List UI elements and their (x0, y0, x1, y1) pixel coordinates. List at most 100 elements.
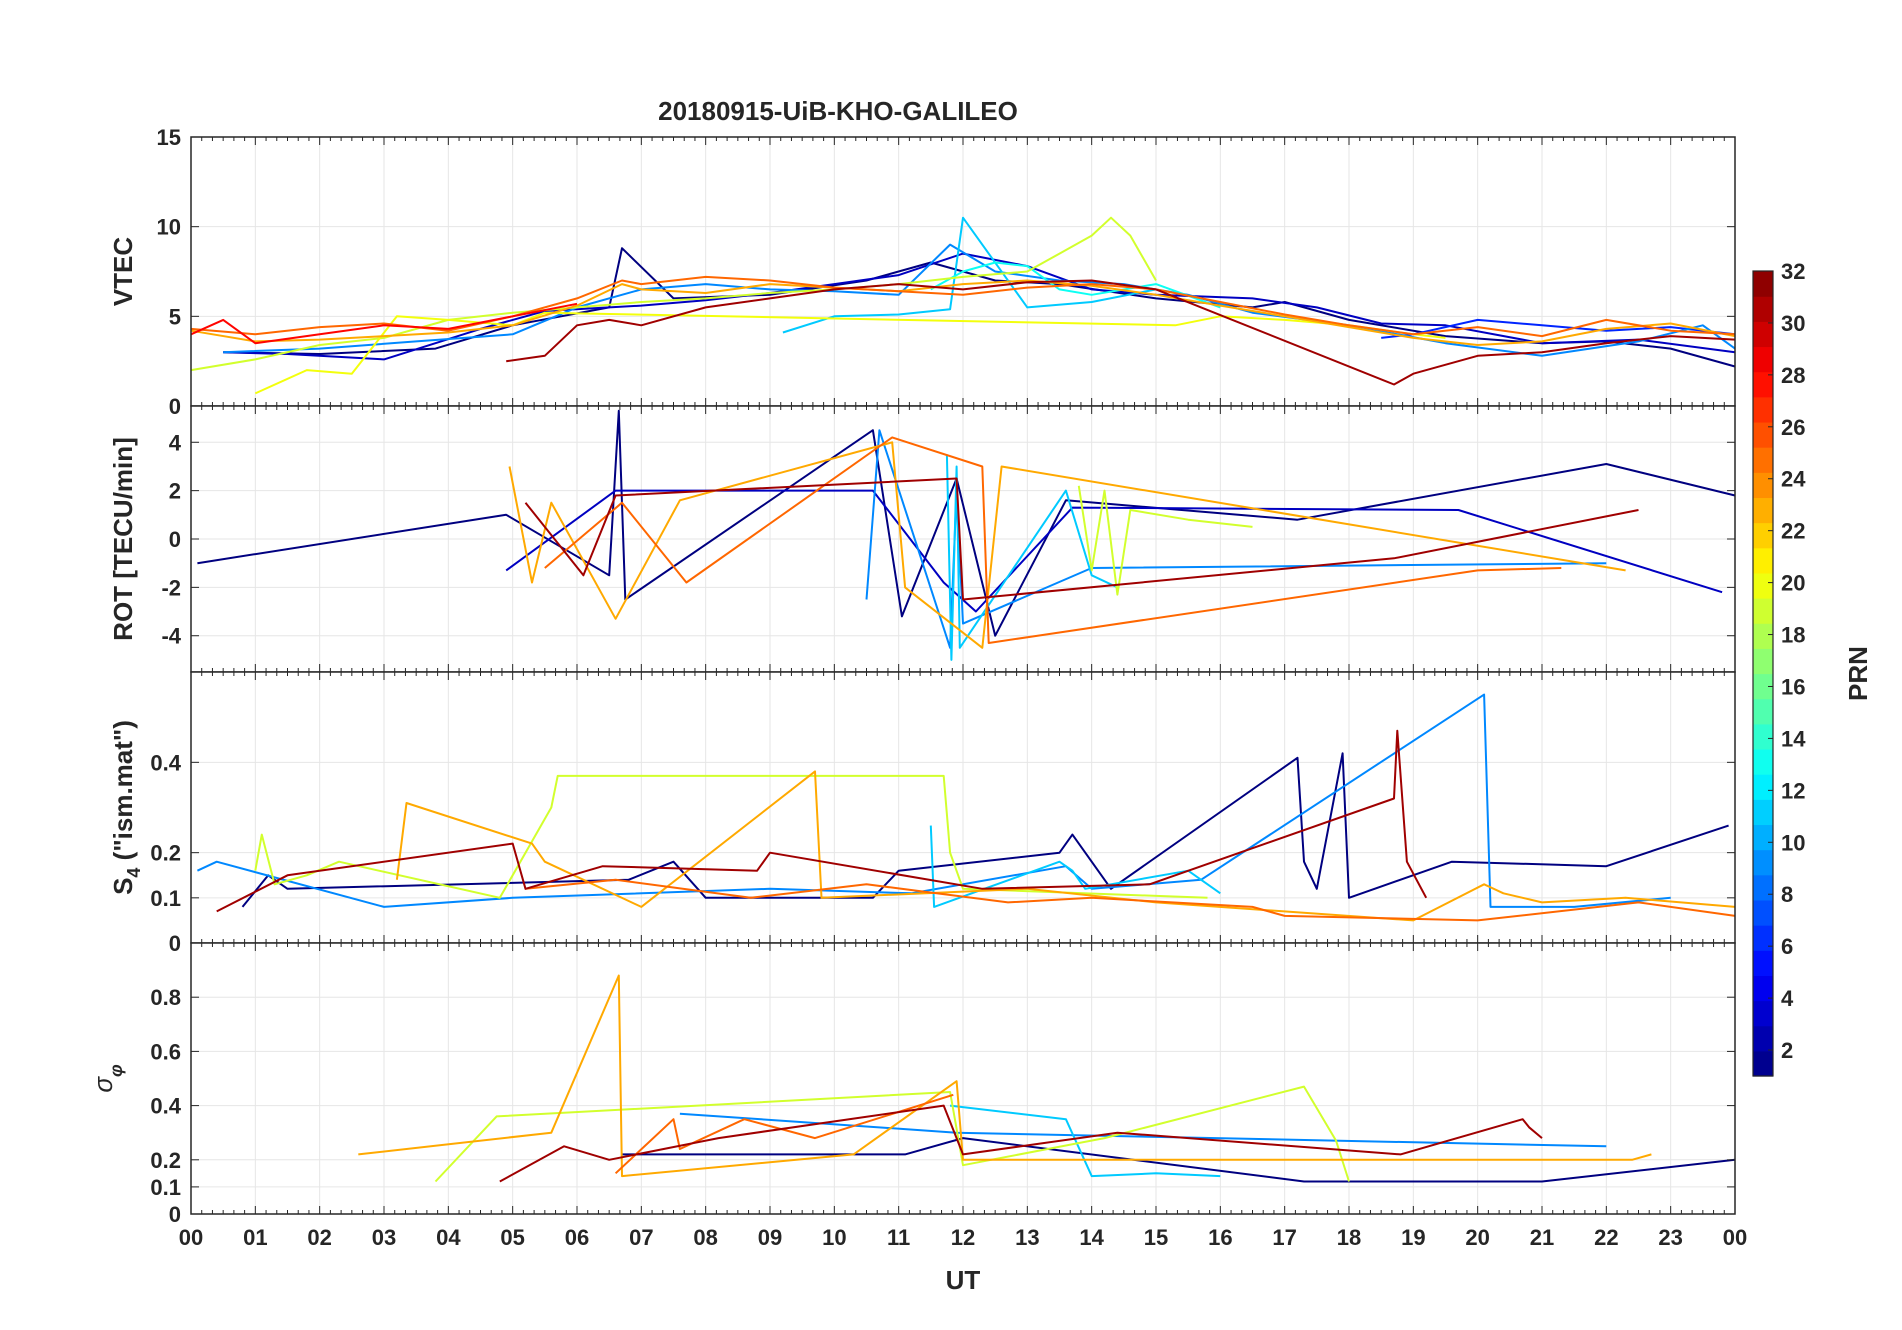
series-line-prn-19 (254, 774, 1208, 899)
colorbar-tick-label: 8 (1781, 882, 1793, 907)
x-tick-label: 17 (1272, 1225, 1296, 1250)
colorbar-segment (1753, 925, 1773, 951)
series-line-prn-25 (544, 436, 1562, 644)
colorbar-segment (1753, 572, 1773, 599)
colorbar-segment (1753, 849, 1773, 876)
series-line-prn-23 (395, 770, 1736, 922)
series-line-prn-19 (1077, 485, 1253, 596)
x-tick-label: 21 (1530, 1225, 1554, 1250)
series-line-prn-28 (190, 302, 578, 345)
colorbar-segment (1753, 673, 1773, 700)
x-tick-label: 16 (1208, 1225, 1232, 1250)
y-tick-label: 0 (169, 931, 181, 956)
series-line-prn-1 (223, 247, 1736, 368)
series-line-prn-11 (949, 1104, 1221, 1178)
x-tick-label: 11 (887, 1225, 910, 1250)
series-line-prn-25 (614, 1093, 954, 1175)
y-axis-label-part: ("ism.mat") (108, 720, 138, 867)
colorbar-segment (1753, 547, 1773, 574)
y-tick-label: 0.4 (150, 1094, 181, 1119)
series-line-prn-31 (506, 279, 1736, 386)
y-axis-label-rot: ROT [TECU/min] (108, 437, 138, 641)
y-axis-label-sub: 4 (124, 868, 144, 878)
y-axis-label-sub: φ (106, 1064, 126, 1077)
y-tick-label: 10 (157, 215, 181, 240)
colorbar-segment (1753, 799, 1773, 826)
colorbar-tick-label: 24 (1781, 467, 1806, 492)
y-tick-label: 0 (169, 1202, 181, 1227)
y-tick-label: 0.8 (150, 985, 181, 1010)
y-tick-label: 2 (169, 479, 181, 504)
colorbar-segment (1753, 698, 1773, 725)
y-axis-label-sigma_phi: σφ (88, 1064, 126, 1093)
y-tick-label: 0.2 (150, 841, 181, 866)
series-line-prn-31 (216, 729, 1428, 913)
colorbar-segment (1753, 748, 1773, 775)
colorbar-tick-label: 32 (1781, 259, 1805, 284)
series-line-prn-31 (524, 477, 1639, 601)
colorbar-segment (1753, 598, 1773, 624)
colorbar-tick-label: 18 (1781, 623, 1805, 648)
x-tick-label: 10 (822, 1225, 846, 1250)
series-line-prn-31 (499, 1104, 1543, 1183)
colorbar-segment (1753, 296, 1773, 322)
y-tick-label: 4 (169, 430, 182, 455)
colorbar-tick-label: 10 (1781, 830, 1805, 855)
x-tick-label: 15 (1144, 1225, 1168, 1250)
colorbar-segment (1753, 899, 1773, 926)
colorbar-tick-label: 16 (1781, 674, 1805, 699)
colorbar-tick-label: 30 (1781, 311, 1805, 336)
series-line-prn-19 (190, 216, 1157, 372)
series-line-prn-19 (434, 1085, 1350, 1183)
x-tick-label: 20 (1465, 1225, 1489, 1250)
colorbar-segment (1753, 271, 1773, 297)
y-tick-label: 0.4 (150, 750, 181, 775)
colorbar-segment (1753, 321, 1773, 348)
colorbar-segment (1753, 874, 1773, 901)
x-tick-label: 12 (951, 1225, 975, 1250)
colorbar-segment (1753, 522, 1773, 549)
y-axis-label-vtec: VTEC (108, 237, 138, 307)
x-tick-labels: 00 01 02 03 04 05 06 07 08 09 10 11 12 13 14 15 16 17 18 19… (179, 1225, 1747, 1250)
colorbar-tick-label: 28 (1781, 363, 1805, 388)
colorbar-segment (1753, 648, 1773, 675)
x-tick-label: 03 (372, 1225, 396, 1250)
series-line-prn-11 (945, 454, 1118, 661)
x-tick-label: 05 (500, 1225, 524, 1250)
x-tick-label: 22 (1594, 1225, 1618, 1250)
colorbar-segment (1753, 447, 1773, 473)
y-tick-label: 0.1 (150, 886, 181, 911)
series-line-prn-1 (197, 409, 1736, 637)
colorbar-segment (1753, 950, 1773, 976)
x-tick-label: 00 (179, 1225, 203, 1250)
colorbar-segment (1753, 723, 1773, 750)
y-tick-label: 5 (169, 304, 181, 329)
colorbar-segment (1753, 346, 1773, 373)
colorbar-segment (1753, 824, 1773, 851)
x-tick-label: 00 (1723, 1225, 1747, 1250)
panel-rot: -4 -2 0 2 4 ROT [TECU/min] (108, 405, 1736, 673)
series-line-prn-13 (930, 261, 1221, 309)
series-line-prn-11 (782, 216, 1157, 334)
colorbar-segment (1753, 623, 1773, 649)
series-line-prn-25 (525, 878, 1736, 922)
y-axis-label-part: σ (88, 1076, 118, 1093)
x-tick-label: 07 (629, 1225, 653, 1250)
x-tick-label: 08 (693, 1225, 717, 1250)
y-tick-label: 15 (157, 125, 181, 150)
y-axis-label-part: S (108, 878, 138, 895)
colorbar-border (1752, 270, 1774, 1077)
x-tick-label: 18 (1337, 1225, 1361, 1250)
x-tick-label: 13 (1015, 1225, 1039, 1250)
x-tick-label: 14 (1079, 1225, 1104, 1250)
y-axis-label-s4: S4 ("ism.mat") (108, 720, 144, 895)
x-axis-label: UT (946, 1265, 981, 1295)
colorbar-segment (1753, 975, 1773, 1002)
x-tick-label: 23 (1658, 1225, 1682, 1250)
colorbar-segment (1753, 1025, 1773, 1052)
colorbar-segment (1753, 1050, 1773, 1077)
colorbar-segment (1753, 396, 1773, 423)
colorbar-segment (1753, 421, 1773, 448)
